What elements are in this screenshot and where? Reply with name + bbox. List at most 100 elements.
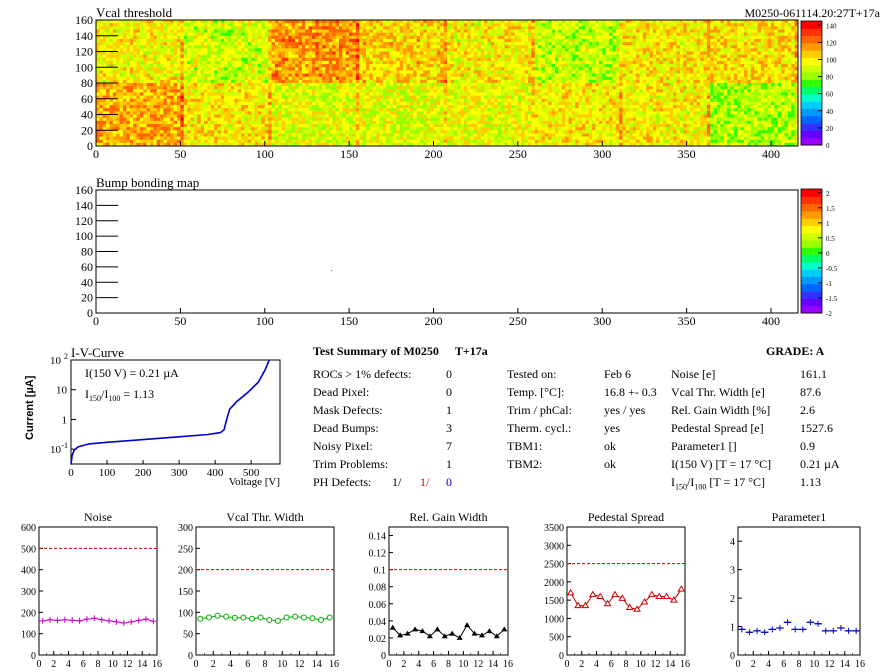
heatmap-cell [656,73,660,77]
heatmap-cell [153,142,158,147]
heatmap-cell [325,67,330,71]
heatmap-cell [386,64,390,68]
heatmap-cell [187,48,191,52]
heatmap-cell [403,48,407,52]
heatmap-cell [588,73,593,77]
heatmap-cell [241,20,245,24]
heatmap-cell [784,42,789,46]
heatmap-cell [551,32,556,37]
heatmap-cell [467,57,471,62]
heatmap-cell [99,48,104,52]
heatmap-cell [244,35,249,40]
heatmap-cell [312,23,316,27]
heatmap-cell [332,23,336,27]
heatmap-cell [183,92,188,96]
heatmap-cell [379,73,384,77]
heatmap-cell [764,26,768,30]
heatmap-cell [592,29,596,33]
heatmap-cell [548,76,552,81]
heatmap-cell [295,57,299,62]
heatmap-cell [544,38,549,43]
heatmap-cell [177,45,181,49]
heatmap-cell [264,73,269,77]
heatmap-cell [231,101,235,106]
heatmap-cell [609,38,613,43]
heatmap-cell [399,45,404,49]
heatmap-cell [413,79,417,84]
heatmap-cell [345,57,350,62]
heatmap-cell [794,42,799,46]
heatmap-cell [740,67,745,71]
heatmap-cell [578,70,583,74]
heatmap-cell [96,60,100,65]
heatmap-cell [214,89,218,93]
heatmap-cell [359,35,363,40]
heatmap-cell [517,48,522,52]
heatmap-cell [514,26,519,30]
heatmap-cell [622,67,627,71]
heatmap-cell [723,54,728,59]
heatmap-cell [561,42,566,46]
heatmap-cell [474,79,478,84]
heatmap-cell [443,64,448,68]
heatmap-cell [555,51,559,55]
heatmap-cell [440,32,444,37]
heatmap-cell [676,73,681,77]
heatmap-cell [322,64,326,68]
heatmap-cell [460,23,465,27]
heatmap-cell [575,35,579,40]
heatmap-cell [565,51,569,55]
heatmap-cell [133,67,137,71]
heatmap-cell [443,57,448,62]
heatmap-cell [609,76,613,81]
heatmap-cell [180,98,185,103]
heatmap-cell [136,20,141,24]
heatmap-cell [109,45,114,49]
heatmap-cell [774,20,779,24]
heatmap-cell [669,54,674,59]
heatmap-cell [423,38,428,43]
heatmap-cell [190,23,195,27]
heatmap-cell [156,42,161,46]
heatmap-cell [126,130,131,134]
heatmap-cell [234,114,239,118]
heatmap-cell [332,42,336,46]
heatmap-cell [764,23,768,27]
heatmap-cell [463,79,468,84]
heatmap-cell [514,70,519,74]
heatmap-cell [231,79,235,84]
heatmap-cell [359,38,363,43]
heatmap-cell [133,136,137,140]
heatmap-cell [143,117,147,122]
heatmap-cell [153,32,158,37]
heatmap-cell [126,101,131,106]
heatmap-cell [642,35,647,40]
heatmap-cell [605,64,610,68]
heatmap-cell [156,26,161,30]
heatmap-cell [376,70,380,74]
heatmap-cell [170,38,174,43]
heatmap-cell [781,26,785,30]
heatmap-cell [534,54,539,59]
heatmap-cell [440,38,444,43]
heatmap-cell [443,42,448,46]
heatmap-cell [183,32,188,37]
heatmap-cell [426,73,431,77]
heatmap-cell [231,142,235,147]
heatmap-cell [123,120,127,125]
heatmap-cell [261,76,266,81]
heatmap-cell [291,26,296,30]
heatmap-cell [652,76,657,81]
heatmap-cell [696,67,701,71]
heatmap-cell [224,105,228,109]
heatmap-cell [96,42,100,46]
heatmap-cell [693,45,698,49]
heatmap-cell [686,67,691,71]
heatmap-cell [551,64,556,68]
heatmap-cell [224,42,228,46]
heatmap-cell [791,64,795,68]
heatmap-cell [494,64,498,68]
heatmap-cell [190,127,195,131]
heatmap-cell [119,20,124,24]
heatmap-cell [555,73,559,77]
